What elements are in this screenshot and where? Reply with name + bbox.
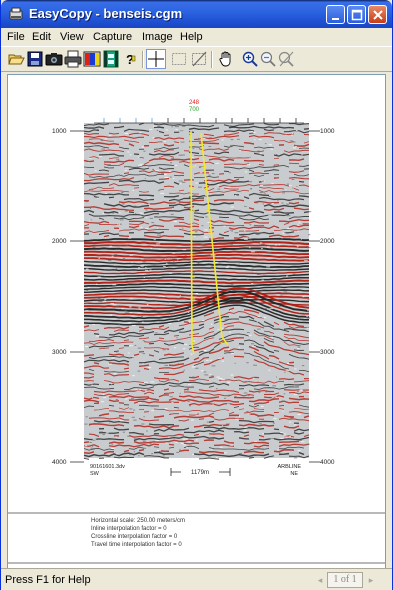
app-icon xyxy=(9,7,23,20)
trace-header-ticks xyxy=(103,118,297,123)
page-navigator: ◂ 1 of 1 ▸ xyxy=(314,572,384,589)
seismic-reflectors xyxy=(84,122,309,460)
close-icon xyxy=(373,10,383,20)
scale-bar xyxy=(170,467,231,476)
toolbar-separator xyxy=(142,51,144,68)
well-path-left xyxy=(190,130,195,355)
color-palette-icon[interactable] xyxy=(83,50,101,68)
menu-help[interactable]: Help xyxy=(180,31,203,43)
y-axis-right-label: 2000 xyxy=(320,238,335,245)
y-axis-left-label: 4000 xyxy=(52,459,67,466)
image-canvas-frame: 248 700 1000 2000 3000 4000 1000 2000 30… xyxy=(7,74,386,590)
crossline-interp-text: Crossline interpolation factor = 0 xyxy=(91,534,178,540)
minimize-button[interactable] xyxy=(326,5,345,24)
scale-bar-label: 1179m xyxy=(191,470,209,476)
window-title: EasyCopy - benseis.cgm xyxy=(29,6,183,21)
minimize-icon xyxy=(332,18,339,20)
close-button[interactable] xyxy=(368,5,387,24)
zoom-in-icon[interactable] xyxy=(241,50,259,68)
y-axis-left-label: 3000 xyxy=(52,349,67,356)
zoom-reset-icon[interactable] xyxy=(277,50,295,68)
menu-capture[interactable]: Capture xyxy=(93,31,133,43)
menu-image[interactable]: Image xyxy=(142,31,173,43)
well-path-ticks xyxy=(189,144,225,344)
arbline-label: ARBLINE xyxy=(277,464,301,470)
status-bar: Press F1 for Help ◂ 1 of 1 ▸ xyxy=(1,568,392,590)
y-axis-left-label: 2000 xyxy=(52,238,67,245)
y-axis-right-label: 4000 xyxy=(320,459,335,466)
inline-interp-text: Inline interpolation factor = 0 xyxy=(91,526,167,532)
film-icon[interactable] xyxy=(102,50,120,68)
image-viewport[interactable]: 248 700 1000 2000 3000 4000 1000 2000 30… xyxy=(8,75,385,590)
trace-label-green: 700 xyxy=(189,107,200,113)
horizontal-scale-text: Horizontal scale: 250.00 meters/cm xyxy=(91,518,185,524)
y-axis-left-label: 1000 xyxy=(52,128,67,135)
select-rectangle-icon[interactable] xyxy=(170,50,188,68)
seismic-image[interactable]: 248 700 1000 2000 3000 4000 1000 2000 30… xyxy=(8,75,385,590)
open-icon[interactable] xyxy=(7,50,25,68)
y-axis-right-label: 3000 xyxy=(320,349,335,356)
previous-page-button[interactable]: ◂ xyxy=(317,575,323,585)
hand-pan-icon[interactable] xyxy=(217,50,235,68)
toolbar-separator xyxy=(211,51,213,68)
zoom-out-icon[interactable] xyxy=(259,50,277,68)
print-icon[interactable] xyxy=(64,50,82,68)
capture-icon[interactable] xyxy=(45,50,63,68)
maximize-button[interactable] xyxy=(347,5,366,24)
crop-icon[interactable] xyxy=(190,50,208,68)
menu-view[interactable]: View xyxy=(60,31,84,43)
help-icon[interactable]: ? xyxy=(121,50,139,68)
seismic-texture xyxy=(84,125,312,459)
crosshair-icon[interactable] xyxy=(146,49,166,69)
well-path-right xyxy=(200,132,229,346)
svg-text:?: ? xyxy=(126,52,134,67)
save-icon[interactable] xyxy=(26,50,44,68)
title-bar[interactable]: EasyCopy - benseis.cgm xyxy=(1,0,392,28)
status-help-text: Press F1 for Help xyxy=(5,574,91,586)
maximize-icon xyxy=(351,9,363,21)
toolbar: ? xyxy=(1,46,392,72)
menu-file[interactable]: File xyxy=(7,31,25,43)
menu-edit[interactable]: Edit xyxy=(32,31,51,43)
direction-ne-label: NE xyxy=(290,471,298,477)
direction-sw-label: SW xyxy=(90,471,100,477)
page-indicator: 1 of 1 xyxy=(327,572,363,588)
next-page-button[interactable]: ▸ xyxy=(368,575,374,585)
trace-label-red: 248 xyxy=(189,100,200,106)
y-axis-ticks xyxy=(70,130,320,463)
traveltime-interp-text: Travel time interpolation factor = 0 xyxy=(91,542,182,548)
menu-bar: File Edit View Capture Image Help xyxy=(1,28,392,46)
line-id-label: 90161601.3dv xyxy=(90,464,125,470)
y-axis-right-label: 1000 xyxy=(320,128,335,135)
